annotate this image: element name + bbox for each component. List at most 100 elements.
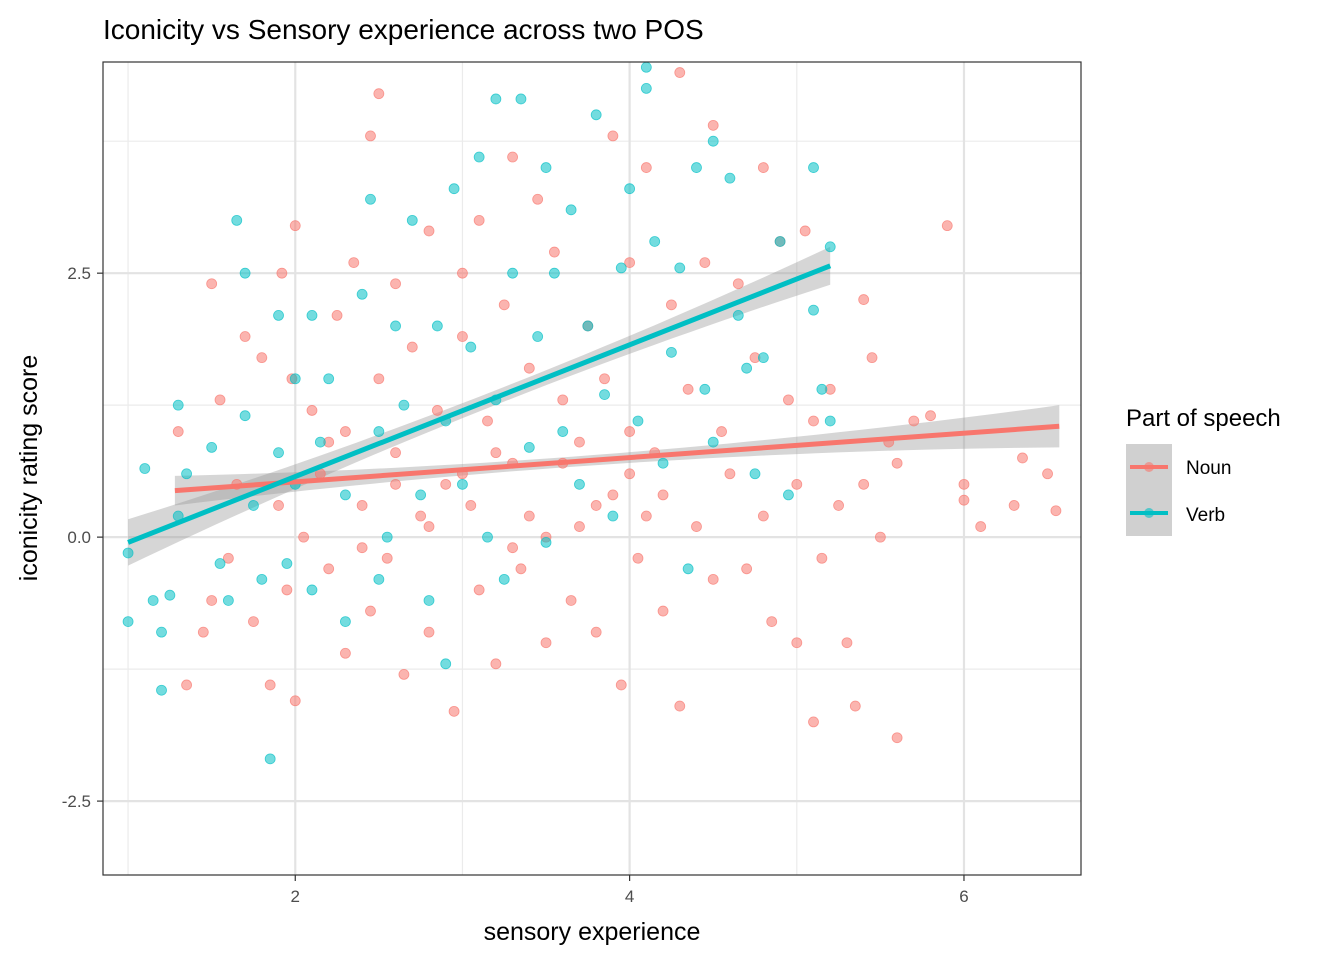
point-noun [557, 394, 569, 406]
point-verb [732, 310, 744, 321]
point-noun [348, 257, 360, 269]
point-noun [256, 352, 268, 364]
point-noun [1008, 500, 1020, 511]
point-noun [674, 67, 686, 78]
legend-label-verb: Verb [1186, 505, 1225, 526]
point-verb [749, 468, 761, 480]
point-noun [440, 478, 452, 490]
point-verb [264, 753, 276, 765]
point-verb [273, 447, 284, 459]
point-verb [490, 93, 502, 105]
point-noun [281, 584, 293, 596]
point-verb [423, 595, 435, 606]
point-verb [707, 436, 719, 448]
point-noun [523, 362, 535, 374]
point-verb [239, 267, 251, 279]
point-noun [699, 257, 711, 269]
point-verb [448, 183, 460, 195]
point-noun [373, 373, 385, 385]
point-noun [172, 426, 184, 437]
point-verb [615, 262, 627, 274]
point-verb [507, 267, 518, 279]
point-noun [473, 214, 485, 226]
point-verb [340, 616, 351, 627]
point-noun [390, 447, 401, 459]
point-verb [156, 684, 167, 696]
point-verb [390, 320, 401, 332]
point-noun [941, 220, 953, 232]
point-verb [122, 616, 134, 627]
point-verb [214, 558, 226, 569]
point-verb [498, 573, 510, 585]
legend-title: Part of speech [1126, 405, 1281, 432]
point-verb [306, 310, 318, 321]
grid-major [103, 62, 1081, 875]
point-noun [732, 278, 744, 290]
point-verb [222, 595, 234, 606]
point-noun [958, 478, 970, 490]
point-noun [624, 257, 636, 269]
point-noun [707, 573, 719, 585]
legend-marker-verb [1144, 508, 1154, 518]
legend: Part of speech Noun Verb [1126, 405, 1281, 536]
point-noun [874, 531, 886, 543]
point-noun [381, 552, 393, 564]
point-verb [440, 658, 452, 670]
point-noun [390, 478, 401, 490]
point-verb [741, 362, 753, 374]
point-noun [891, 457, 903, 469]
point-noun [390, 278, 401, 290]
point-noun [356, 500, 368, 511]
point-verb [473, 151, 485, 163]
point-noun [181, 679, 192, 691]
point-noun [490, 658, 502, 670]
plot-background [103, 62, 1081, 875]
point-verb [482, 531, 493, 543]
point-noun [766, 616, 778, 627]
point-noun [214, 394, 226, 406]
point-verb [808, 162, 819, 173]
point-noun [833, 500, 844, 511]
point-verb [239, 410, 251, 422]
point-noun [599, 373, 610, 385]
point-noun [1017, 452, 1028, 464]
point-noun [632, 552, 644, 564]
point-noun [799, 225, 811, 237]
point-noun [248, 616, 259, 627]
point-noun [498, 299, 510, 311]
point-verb [139, 463, 151, 474]
point-noun [540, 637, 552, 649]
point-noun [590, 500, 602, 511]
point-verb [707, 135, 719, 147]
point-noun [565, 595, 577, 606]
point-noun [757, 510, 769, 522]
point-verb [599, 389, 610, 400]
fit-line-noun [174, 423, 1060, 494]
point-verb [281, 558, 293, 569]
point-verb [649, 236, 661, 247]
point-noun [791, 637, 803, 649]
data-points [122, 61, 1062, 765]
point-noun [574, 521, 585, 532]
point-verb [373, 573, 385, 585]
point-verb [607, 510, 619, 522]
point-verb [590, 109, 602, 121]
point-verb [465, 341, 477, 353]
point-noun [849, 700, 861, 712]
point-verb [289, 373, 301, 385]
point-noun [1050, 505, 1062, 517]
point-noun [808, 716, 819, 728]
y-tick-label: 0.0 [67, 528, 91, 547]
point-noun [273, 500, 284, 511]
point-noun [640, 510, 652, 522]
point-noun [741, 563, 753, 575]
point-noun [465, 500, 477, 511]
point-verb [757, 352, 769, 364]
point-verb [824, 415, 836, 427]
plot-area [102, 61, 1082, 876]
point-noun [657, 605, 669, 617]
point-noun [276, 267, 288, 279]
point-noun [431, 405, 443, 416]
point-noun [607, 489, 619, 501]
point-noun [323, 563, 335, 575]
